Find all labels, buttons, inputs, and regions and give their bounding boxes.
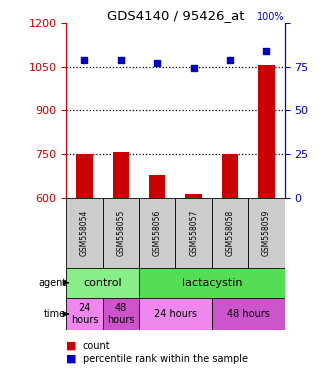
Point	[227, 57, 233, 63]
Point	[264, 48, 269, 54]
Text: ■: ■	[66, 354, 77, 364]
Text: GSM558055: GSM558055	[116, 210, 125, 256]
Point	[82, 57, 87, 63]
Bar	[185, 194, 202, 198]
Bar	[212, 198, 248, 268]
Bar	[113, 152, 129, 198]
Point	[155, 60, 160, 66]
Bar	[258, 65, 275, 198]
Bar	[248, 198, 285, 268]
Bar	[212, 298, 285, 330]
Text: 48
hours: 48 hours	[107, 303, 135, 325]
Text: time: time	[44, 309, 66, 319]
Text: lactacystin: lactacystin	[182, 278, 242, 288]
Bar	[139, 268, 285, 298]
Text: percentile rank within the sample: percentile rank within the sample	[83, 354, 248, 364]
Text: 48 hours: 48 hours	[227, 309, 270, 319]
Bar	[103, 298, 139, 330]
Bar	[175, 198, 212, 268]
Text: 24 hours: 24 hours	[154, 309, 197, 319]
Text: GSM558057: GSM558057	[189, 210, 198, 256]
Bar	[76, 154, 93, 198]
Text: control: control	[83, 278, 122, 288]
Text: GSM558056: GSM558056	[153, 210, 162, 256]
Text: count: count	[83, 341, 110, 351]
Bar	[66, 298, 103, 330]
Text: 100%: 100%	[257, 12, 285, 22]
Bar	[66, 198, 103, 268]
Text: GSM558059: GSM558059	[262, 210, 271, 256]
Text: 24
hours: 24 hours	[71, 303, 98, 325]
Bar	[103, 198, 139, 268]
Text: agent: agent	[38, 278, 66, 288]
Bar	[139, 198, 175, 268]
Bar	[149, 175, 166, 198]
Point	[191, 65, 196, 71]
Point	[118, 57, 123, 63]
Bar	[66, 268, 139, 298]
Title: GDS4140 / 95426_at: GDS4140 / 95426_at	[107, 9, 244, 22]
Text: GSM558058: GSM558058	[225, 210, 235, 256]
Text: ■: ■	[66, 341, 77, 351]
Text: GSM558054: GSM558054	[80, 210, 89, 256]
Bar	[139, 298, 212, 330]
Bar	[222, 154, 238, 198]
